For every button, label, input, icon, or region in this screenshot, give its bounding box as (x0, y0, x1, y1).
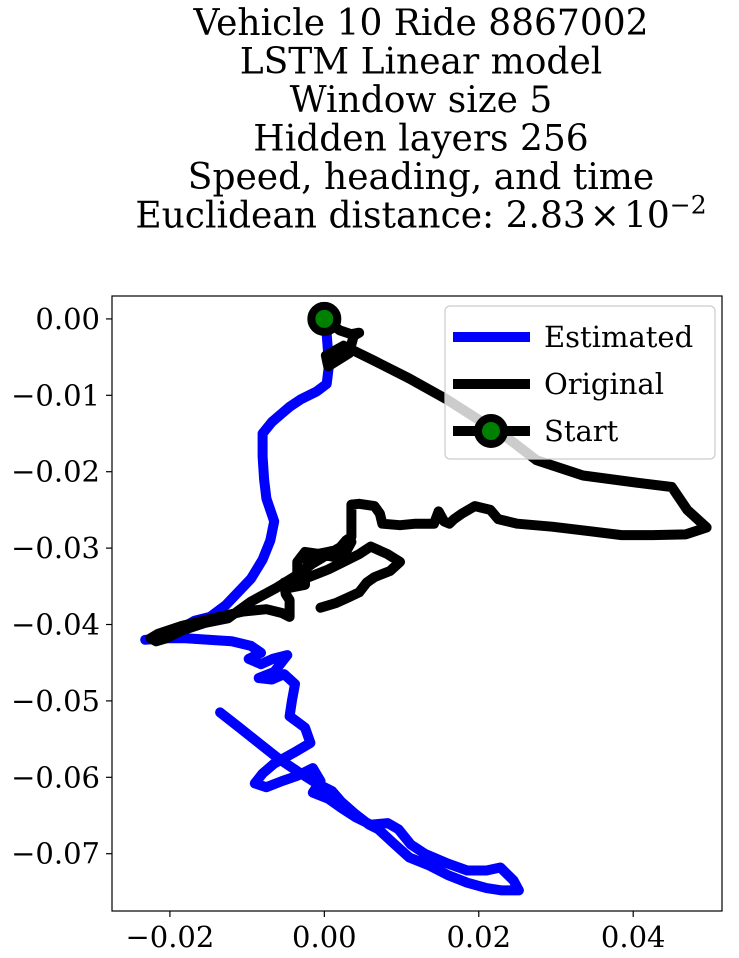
plot-area (140, 301, 712, 896)
title-metric-label: Euclidean distance: 2.83 (135, 196, 585, 237)
series-line-original (145, 313, 712, 647)
legend-label: Estimated (544, 320, 693, 354)
y-tick-label: −0.02 (11, 455, 100, 489)
x-tick-label: 0.02 (446, 920, 511, 954)
y-tick-label: 0.00 (35, 302, 100, 336)
legend-label: Original (544, 367, 664, 401)
axes: −0.02 0.00 0.02 0.04 0.00 −0.01 −0.02 −0.03 −0.0… (11, 295, 723, 954)
title-metric-exponent: −2 (670, 191, 707, 220)
title-line: Speed, heading, and time (188, 157, 654, 198)
y-tick-label: −0.07 (11, 837, 100, 871)
start-marker (307, 301, 342, 336)
legend-start-marker (474, 414, 508, 448)
y-tick-label: −0.04 (11, 608, 100, 642)
title-line: Window size 5 (290, 80, 553, 121)
y-tick-label: −0.01 (11, 378, 100, 412)
legend: Estimated Original Start (444, 305, 716, 460)
y-tick-label: −0.03 (11, 531, 100, 565)
axes-frame (111, 295, 723, 912)
series-line-estimated (140, 329, 524, 896)
legend-label: Start (544, 414, 619, 448)
y-tick-label: −0.06 (11, 760, 100, 794)
title-metric-times: × (590, 196, 620, 237)
x-tick-label: −0.02 (125, 920, 214, 954)
title-metric-base: 10 (624, 196, 670, 237)
x-tick-label: 0.04 (601, 920, 666, 954)
title-line: Vehicle 10 Ride 8867002 (192, 3, 648, 44)
y-tick-label: −0.05 (11, 684, 100, 718)
legend-box (444, 305, 716, 460)
x-tick-label: 0.00 (292, 920, 357, 954)
title-metric: Euclidean distance: 2.83 × 10−2 (135, 191, 706, 237)
title-line: Hidden layers 256 (253, 119, 588, 160)
title-line: LSTM Linear model (240, 42, 603, 83)
